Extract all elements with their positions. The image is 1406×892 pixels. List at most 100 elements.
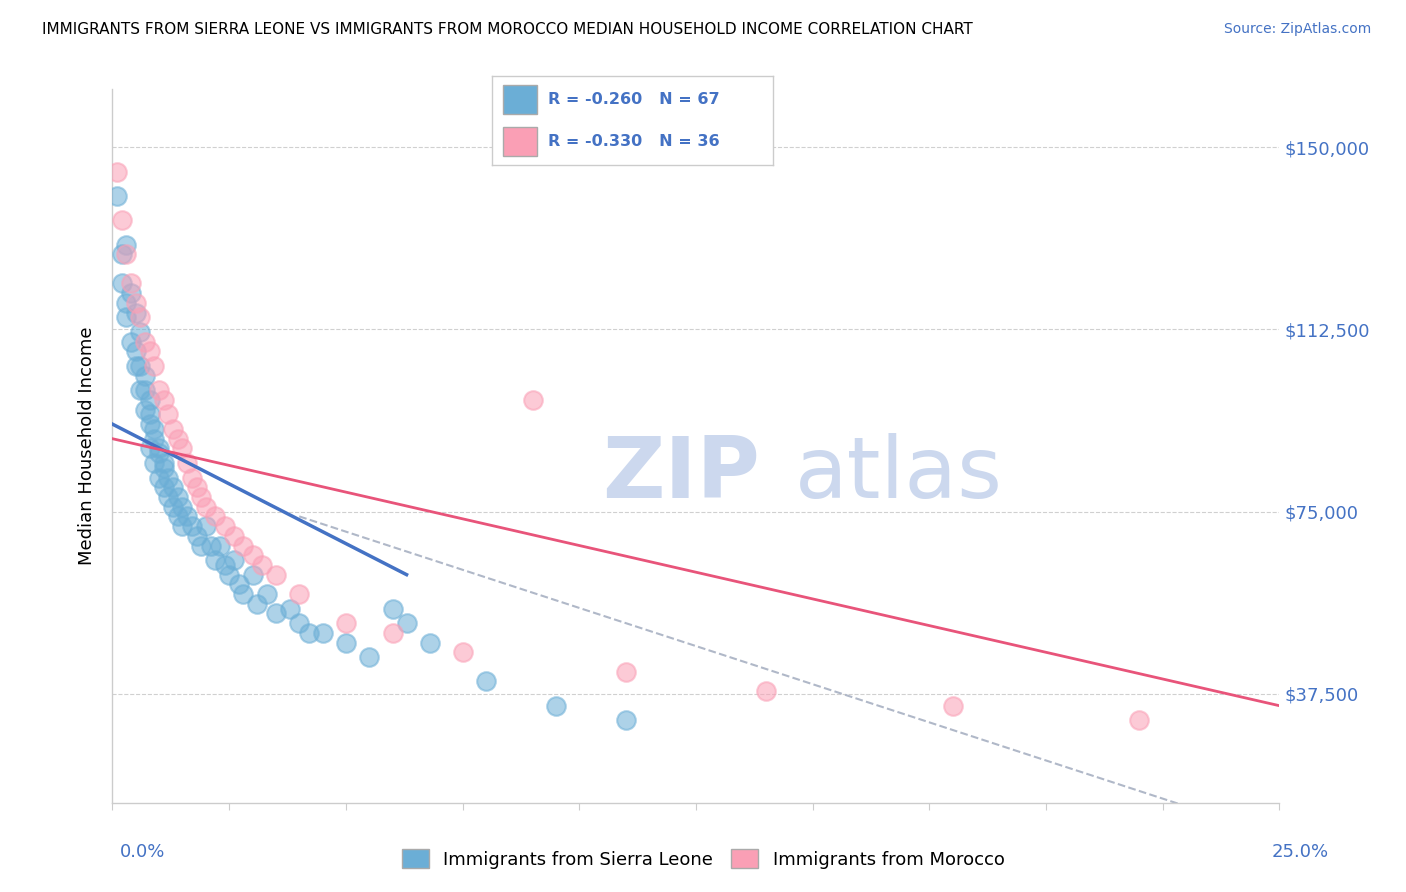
Point (755, 684, 778, 698)
Point (180, 470, 202, 484)
Point (359, 650, 381, 665)
Point (139, 344, 162, 359)
Point (172, 519, 194, 533)
Point (105, 189, 128, 203)
Point (148, 470, 170, 484)
Point (942, 698, 965, 713)
Point (143, 422, 166, 436)
Point (129, 310, 152, 325)
Point (153, 480, 176, 494)
Point (129, 325, 152, 339)
Point (166, 490, 188, 504)
Point (232, 587, 254, 601)
Point (242, 567, 264, 582)
Point (139, 442, 162, 456)
Text: IMMIGRANTS FROM SIERRA LEONE VS IMMIGRANTS FROM MOROCCO MEDIAN HOUSEHOLD INCOME : IMMIGRANTS FROM SIERRA LEONE VS IMMIGRAN… (42, 22, 973, 37)
Point (120, 277, 142, 291)
Point (475, 674, 498, 689)
Point (200, 539, 222, 553)
Point (134, 334, 156, 349)
Point (214, 519, 236, 533)
Point (153, 460, 176, 475)
Point (419, 635, 441, 649)
Point (139, 392, 162, 407)
Point (614, 713, 637, 727)
Point (115, 310, 138, 325)
Point (105, 165, 128, 179)
Point (218, 567, 240, 582)
Point (153, 392, 176, 407)
Point (522, 392, 544, 407)
Point (166, 509, 188, 524)
Point (194, 500, 217, 514)
Point (381, 601, 404, 615)
Point (148, 442, 170, 456)
Point (111, 277, 134, 291)
Point (1128, 713, 1150, 727)
Point (120, 334, 142, 349)
Point (204, 553, 226, 567)
Point (157, 490, 180, 504)
Point (172, 442, 194, 456)
Point (129, 383, 152, 397)
Point (143, 456, 166, 470)
Text: 25.0%: 25.0% (1271, 843, 1329, 861)
Point (162, 500, 184, 514)
Point (544, 698, 567, 713)
Point (134, 368, 156, 383)
Point (190, 539, 212, 553)
Point (288, 616, 311, 631)
Point (614, 665, 637, 679)
Point (186, 480, 208, 494)
Point (208, 539, 231, 553)
Point (288, 587, 311, 601)
Y-axis label: Median Household Income: Median Household Income (77, 326, 96, 566)
Point (297, 626, 319, 640)
Point (111, 213, 134, 227)
Point (143, 359, 166, 373)
Point (190, 490, 212, 504)
Point (134, 383, 156, 397)
Point (172, 500, 194, 514)
Text: Source: ZipAtlas.com: Source: ZipAtlas.com (1223, 22, 1371, 37)
Point (250, 558, 273, 572)
Point (111, 247, 134, 261)
Text: atlas: atlas (796, 433, 1002, 516)
Point (153, 456, 176, 470)
Text: R = -0.260   N = 67: R = -0.260 N = 67 (548, 93, 720, 107)
Point (125, 295, 148, 310)
Text: R = -0.330   N = 36: R = -0.330 N = 36 (548, 134, 720, 149)
Point (134, 402, 156, 417)
Point (222, 553, 245, 567)
Bar (503, 85, 537, 114)
Text: ZIP: ZIP (603, 433, 761, 516)
Point (256, 587, 278, 601)
Text: 0.0%: 0.0% (120, 843, 165, 861)
Point (120, 286, 142, 301)
Point (381, 626, 404, 640)
Point (232, 539, 254, 553)
Point (278, 601, 301, 615)
Point (115, 247, 138, 261)
Point (264, 607, 287, 621)
Point (186, 529, 208, 543)
Point (139, 417, 162, 432)
Point (246, 597, 269, 611)
Point (148, 383, 170, 397)
Point (125, 344, 148, 359)
Point (148, 446, 170, 460)
Point (157, 408, 180, 422)
Point (264, 567, 287, 582)
Bar (503, 127, 537, 156)
Point (157, 470, 180, 484)
Point (115, 295, 138, 310)
Point (115, 237, 138, 252)
Point (194, 519, 217, 533)
Point (242, 548, 264, 562)
Point (139, 408, 162, 422)
Point (176, 509, 198, 524)
Point (204, 509, 226, 524)
Point (162, 422, 184, 436)
Point (143, 432, 166, 446)
Point (214, 558, 236, 572)
